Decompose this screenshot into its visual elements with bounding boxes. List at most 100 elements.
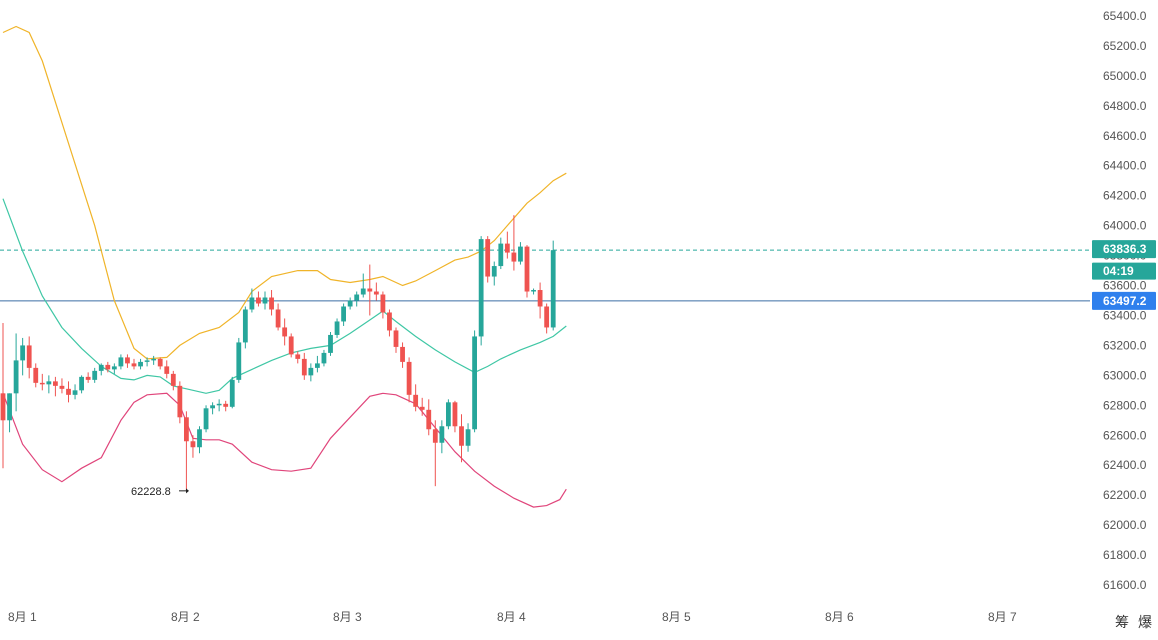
- y-tick-label: 63600.0: [1103, 279, 1147, 293]
- candle-body: [301, 358, 307, 376]
- candle-body: [66, 388, 71, 395]
- candle-body: [452, 402, 458, 427]
- candle-body: [308, 367, 314, 376]
- candle-body: [518, 246, 523, 262]
- y-tick-label: 61800.0: [1103, 548, 1147, 562]
- y-tick-label: 63200.0: [1103, 338, 1147, 352]
- candle-body: [53, 381, 58, 386]
- candle-body: [537, 290, 543, 307]
- x-tick-label: 8月 5: [662, 610, 691, 624]
- candle-body: [478, 239, 484, 337]
- candle-body: [229, 379, 235, 407]
- candle-body: [439, 426, 445, 443]
- candle-body: [387, 312, 392, 331]
- low-price-annotation: 62228.8: [131, 486, 171, 498]
- candle-body: [295, 354, 301, 359]
- candle-body: [20, 345, 26, 361]
- x-tick-label: 8月 3: [333, 610, 362, 624]
- candle-body: [400, 346, 405, 362]
- y-tick-label: 65200.0: [1103, 39, 1147, 53]
- candle-body: [98, 364, 104, 371]
- x-tick-label: 8月 1: [8, 610, 37, 624]
- low-annotation-arrowhead: [186, 488, 189, 494]
- x-tick-label: 8月 4: [497, 610, 526, 624]
- candle-body: [459, 426, 464, 446]
- candle-body: [79, 376, 84, 391]
- candle-body: [288, 336, 294, 355]
- candle-body: [33, 367, 39, 383]
- y-tick-label: 62200.0: [1103, 488, 1147, 502]
- candle-body: [92, 370, 98, 380]
- candle-body: [125, 357, 130, 364]
- candle-body: [39, 382, 45, 385]
- candle-body: [0, 393, 6, 421]
- candle-body: [511, 252, 517, 262]
- candle-body: [531, 290, 536, 292]
- y-tick-label: 64800.0: [1103, 99, 1147, 113]
- candle-body: [85, 376, 91, 380]
- candle-body: [111, 366, 117, 370]
- candle-body: [373, 291, 379, 295]
- y-tick-label: 64600.0: [1103, 129, 1147, 143]
- y-tick-label: 61600.0: [1103, 578, 1147, 592]
- y-tick-label: 65400.0: [1103, 9, 1147, 23]
- candle-body: [223, 403, 229, 407]
- y-tick-label: 63400.0: [1103, 308, 1147, 322]
- last-price-label-bg: [1092, 240, 1156, 259]
- candle-body: [491, 266, 497, 277]
- candle-body: [282, 327, 288, 337]
- x-tick-label: 8月 2: [171, 610, 200, 624]
- candle-body: [269, 297, 274, 310]
- candle-body: [328, 334, 333, 353]
- bollinger-lower-line: [2, 392, 567, 508]
- candle-body: [210, 405, 215, 409]
- candle-body: [184, 417, 189, 442]
- candle-body: [138, 361, 143, 367]
- candle-body: [347, 300, 353, 307]
- y-tick-label: 63000.0: [1103, 368, 1147, 382]
- candle-body: [406, 361, 412, 395]
- candle-body: [177, 385, 183, 418]
- x-tick-label: 8月 6: [825, 610, 854, 624]
- candle-body: [46, 381, 52, 385]
- candle-body: [485, 239, 491, 277]
- candle-body: [544, 306, 550, 328]
- candle-body: [164, 366, 170, 374]
- y-tick-label: 62600.0: [1103, 428, 1147, 442]
- candle-body: [472, 336, 477, 430]
- candle-body: [275, 309, 281, 328]
- last-price-label: 63836.3: [1103, 242, 1147, 256]
- candle-body: [334, 321, 340, 335]
- candle-body: [197, 429, 202, 448]
- y-tick-label: 64000.0: [1103, 219, 1147, 233]
- candle-body: [26, 345, 32, 368]
- crosshair-price-label-bg: [1092, 291, 1156, 310]
- candle-body: [151, 358, 157, 361]
- countdown-label: 04:19: [1103, 264, 1134, 278]
- y-tick-label: 62800.0: [1103, 398, 1147, 412]
- candle-body: [360, 288, 366, 295]
- candle-body: [432, 429, 438, 443]
- candle-body: [105, 364, 111, 370]
- candle-body: [413, 394, 419, 407]
- y-tick-label: 65000.0: [1103, 69, 1147, 83]
- chip-distribution-button[interactable]: 筹: [1115, 614, 1129, 630]
- candle-body: [465, 429, 471, 446]
- candle-body: [59, 385, 65, 389]
- candle-body: [341, 306, 346, 322]
- candle-body: [524, 246, 530, 292]
- candle-body: [72, 390, 78, 395]
- countdown-label-bg: [1092, 262, 1156, 280]
- bollinger-middle-line: [2, 198, 567, 394]
- candle-body: [249, 297, 255, 310]
- candle-body: [157, 358, 163, 367]
- y-tick-label: 62000.0: [1103, 518, 1147, 532]
- candle-body: [380, 294, 386, 313]
- x-tick-label: 8月 7: [988, 610, 1017, 624]
- candle-body: [256, 297, 261, 304]
- liquidation-button[interactable]: 爆: [1138, 614, 1152, 630]
- candle-body: [144, 360, 150, 362]
- candle-body: [7, 393, 12, 421]
